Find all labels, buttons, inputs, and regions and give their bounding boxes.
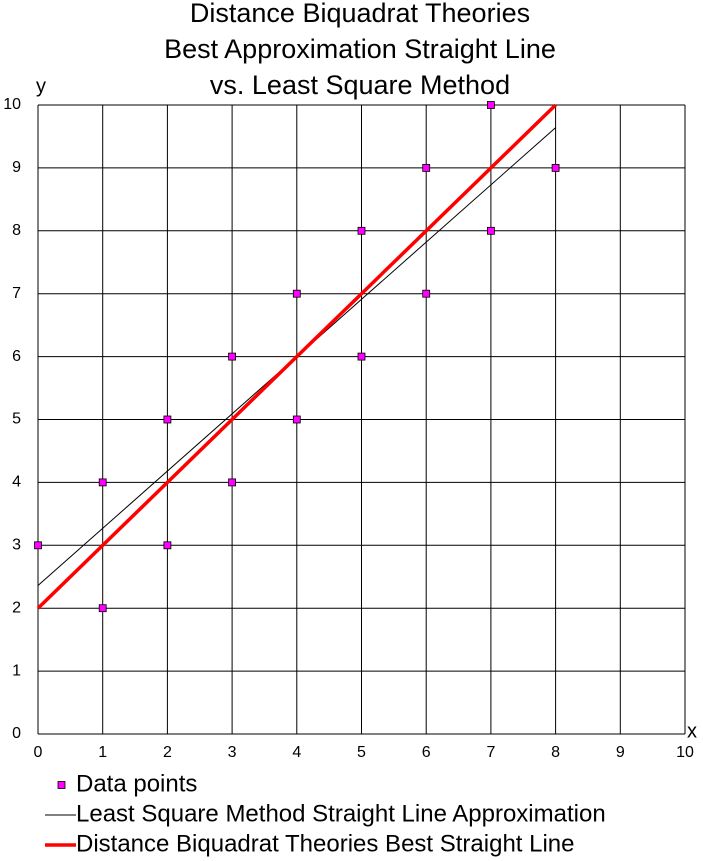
chart-title: vs. Least Square Method — [210, 70, 510, 100]
legend-label: Distance Biquadrat Theories Best Straigh… — [76, 830, 575, 857]
data-point — [163, 415, 172, 424]
y-tick-label: 2 — [12, 599, 21, 616]
y-tick-label: 6 — [12, 348, 21, 365]
data-point — [98, 604, 107, 613]
x-tick-label: 6 — [422, 744, 431, 761]
y-tick-label: 1 — [12, 662, 21, 679]
data-point — [551, 163, 560, 172]
data-point — [163, 541, 172, 550]
x-tick-label: 10 — [676, 744, 694, 761]
legend-label: Least Square Method Straight Line Approx… — [76, 800, 606, 827]
data-point — [98, 478, 107, 487]
data-point — [486, 226, 495, 235]
legend-marker — [57, 781, 66, 789]
data-point — [228, 352, 237, 361]
legend-label: Data points — [76, 770, 197, 797]
x-tick-label: 3 — [228, 744, 237, 761]
data-point — [228, 478, 237, 487]
data-point — [357, 226, 366, 235]
y-tick-label: 0 — [12, 725, 21, 742]
y-tick-label: 7 — [12, 285, 21, 302]
data-point — [422, 289, 431, 298]
x-tick-label: 1 — [98, 744, 107, 761]
chart-title: Distance Biquadrat Theories — [190, 0, 530, 28]
x-tick-label: 7 — [486, 744, 495, 761]
x-tick-label: 5 — [357, 744, 366, 761]
data-point — [357, 352, 366, 361]
chart-title: Best Approximation Straight Line — [164, 34, 556, 64]
y-axis-label: y — [36, 75, 46, 97]
y-tick-label: 9 — [12, 159, 21, 176]
data-point — [486, 101, 495, 109]
data-point — [422, 163, 431, 172]
y-tick-label: 4 — [12, 474, 21, 491]
y-tick-label: 5 — [12, 411, 21, 428]
y-tick-label: 3 — [12, 537, 21, 554]
x-tick-label: 0 — [34, 744, 43, 761]
data-point — [292, 289, 301, 298]
data-point — [34, 541, 42, 550]
x-tick-label: 8 — [551, 744, 560, 761]
line — [36, 103, 557, 610]
x-tick-label: 2 — [163, 744, 172, 761]
y-tick-label: 8 — [12, 222, 21, 239]
y-tick-label: 10 — [3, 96, 21, 113]
x-tick-label: 9 — [616, 744, 625, 761]
x-axis-label: x — [687, 720, 697, 742]
data-point — [292, 415, 301, 424]
x-tick-label: 4 — [292, 744, 301, 761]
